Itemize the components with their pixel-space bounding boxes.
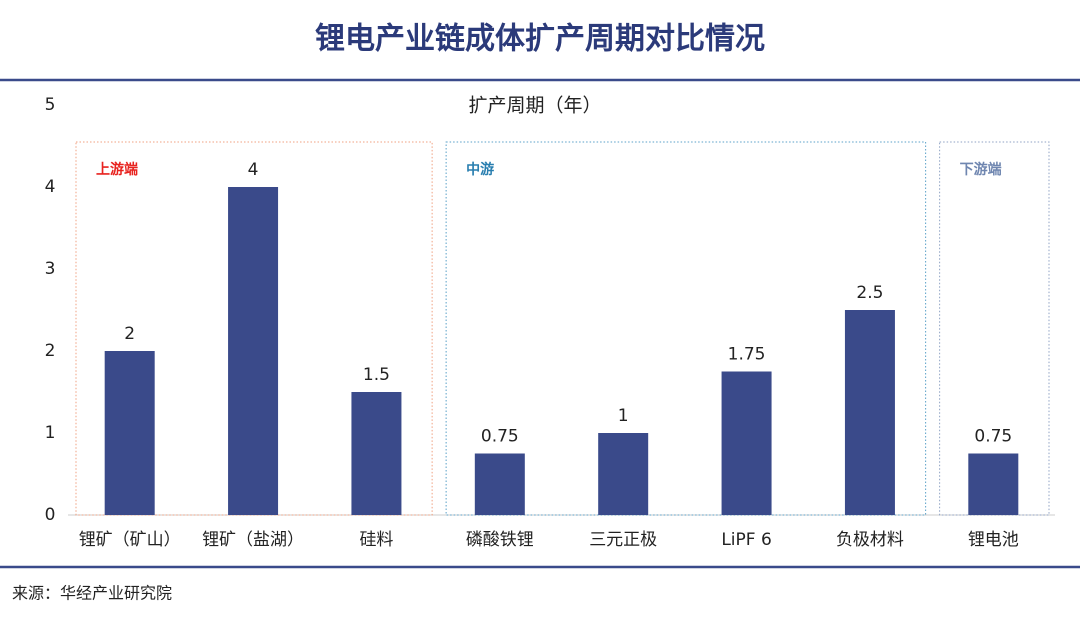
y-tick-label: 2 xyxy=(45,341,56,361)
data-label: 0.75 xyxy=(974,427,1012,447)
page-title: 锂电产业链成体扩产周期对比情况 xyxy=(315,22,765,57)
data-label: 4 xyxy=(248,160,259,180)
bar xyxy=(228,187,279,515)
y-tick-label: 4 xyxy=(45,177,56,197)
data-label: 1.5 xyxy=(363,365,390,385)
y-tick-label: 0 xyxy=(45,505,56,525)
bar xyxy=(104,351,155,515)
chart-title: 扩产周期（年） xyxy=(468,95,601,117)
source: 来源：华经产业研究院 xyxy=(12,584,172,603)
x-tick-label: 三元正极 xyxy=(589,530,657,550)
bar xyxy=(351,392,402,515)
bar xyxy=(968,453,1019,515)
group-label: 上游端 xyxy=(96,161,138,178)
group-box xyxy=(445,141,927,516)
bar xyxy=(844,310,895,515)
group-box xyxy=(939,141,1050,516)
y-tick-label: 5 xyxy=(45,95,56,115)
x-tick-label: 负极材料 xyxy=(836,530,904,550)
y-tick-label: 1 xyxy=(45,423,56,443)
y-tick-label: 3 xyxy=(45,259,56,279)
data-label: 2 xyxy=(124,324,135,344)
x-tick-label: 硅料 xyxy=(359,530,393,550)
group-label: 下游端 xyxy=(960,161,1002,178)
x-tick-label: 锂矿（矿山） xyxy=(79,530,181,550)
x-tick-label: 锂矿（盐湖） xyxy=(202,530,304,550)
group-label: 中游 xyxy=(466,161,494,178)
bar xyxy=(474,453,525,515)
x-tick-label: 磷酸铁锂 xyxy=(466,530,534,550)
bar xyxy=(598,433,649,515)
x-tick-label: LiPF 6 xyxy=(721,530,771,550)
x-tick-label: 锂电池 xyxy=(968,530,1019,550)
data-label: 2.5 xyxy=(856,283,883,303)
data-label: 1 xyxy=(618,406,629,426)
data-label: 0.75 xyxy=(481,427,519,447)
data-label: 1.75 xyxy=(728,345,766,365)
bar xyxy=(721,371,772,515)
